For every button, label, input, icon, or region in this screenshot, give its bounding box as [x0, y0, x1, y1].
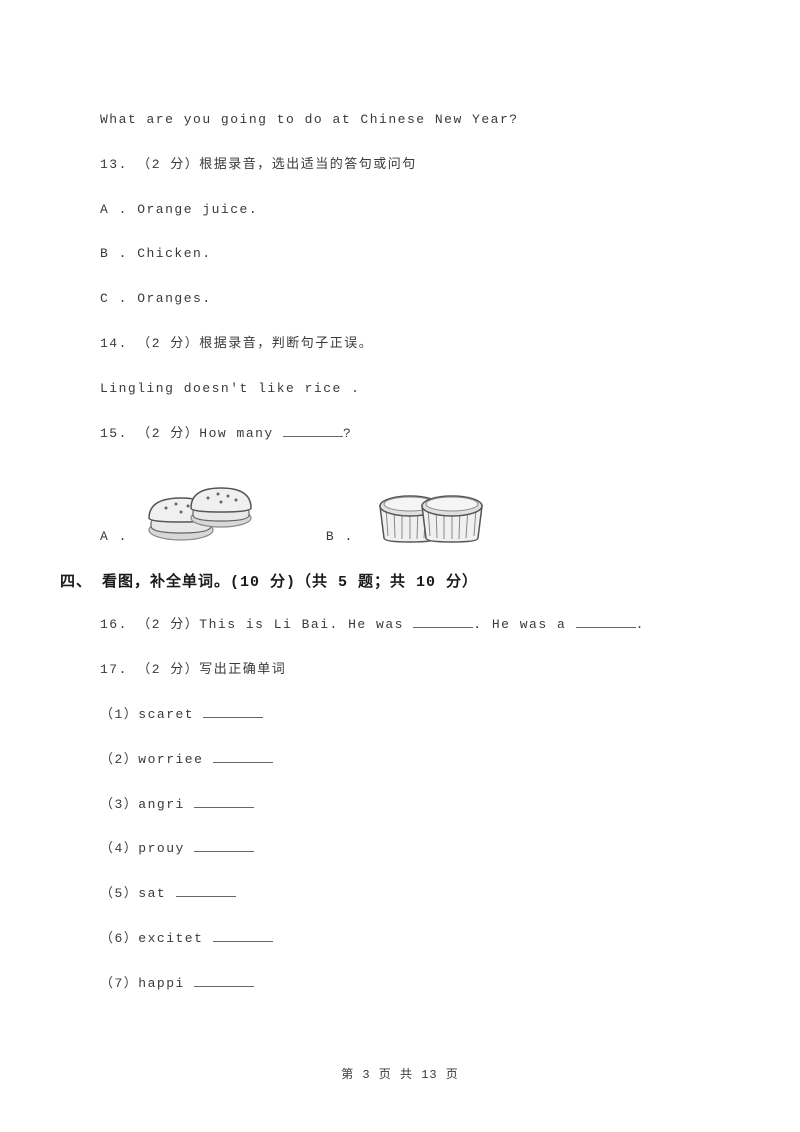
q15-image-choices: A . B .	[100, 468, 700, 546]
q13-option-a: A . Orange juice.	[100, 200, 700, 221]
page-footer: 第 3 页 共 13 页	[0, 1065, 800, 1082]
q16-text: 16. （2 分）This is Li Bai. He was . He was…	[100, 615, 700, 636]
q17-item-3-text: （3）angri	[100, 797, 194, 812]
q15-label-a: A .	[100, 529, 128, 546]
q17-blank-3[interactable]	[194, 795, 254, 808]
q17-item-5-text: （5）sat	[100, 886, 176, 901]
q15-choice-a[interactable]: A .	[100, 468, 266, 546]
q15-choice-b[interactable]: B .	[326, 468, 492, 546]
q15-label-b: B .	[326, 529, 354, 546]
q17-item-1-text: （1）scaret	[100, 707, 203, 722]
q16-blank-2[interactable]	[576, 615, 636, 628]
q13-option-c: C . Oranges.	[100, 289, 700, 310]
q17-blank-4[interactable]	[194, 839, 254, 852]
q14-header: 14. （2 分）根据录音，判断句子正误。	[100, 334, 700, 355]
q17-item-4: （4）prouy	[100, 839, 700, 860]
q17-header: 17. （2 分）写出正确单词	[100, 660, 700, 681]
q17-item-6: （6）excitet	[100, 929, 700, 950]
q17-item-6-text: （6）excitet	[100, 931, 213, 946]
q17-blank-1[interactable]	[203, 705, 263, 718]
q17-item-2-text: （2）worriee	[100, 752, 213, 767]
q17-item-2: （2）worriee	[100, 750, 700, 771]
q15-blank[interactable]	[283, 424, 343, 437]
hamburgers-icon	[136, 468, 266, 546]
q17-item-5: （5）sat	[100, 884, 700, 905]
q15-header-post: ?	[343, 426, 352, 441]
q14-text: Lingling doesn't like rice .	[100, 379, 700, 400]
intro-question: What are you going to do at Chinese New …	[100, 110, 700, 131]
q13-header: 13. （2 分）根据录音，选出适当的答句或问句	[100, 155, 700, 176]
q17-blank-2[interactable]	[213, 750, 273, 763]
section-4-title: 四、 看图，补全单词。(10 分)（共 5 题；共 10 分）	[60, 570, 700, 591]
q15-header: 15. （2 分）How many ?	[100, 424, 700, 445]
q17-item-4-text: （4）prouy	[100, 841, 194, 856]
cupcakes-icon	[362, 468, 492, 546]
q16-pre1: 16. （2 分）This is Li Bai. He was	[100, 617, 413, 632]
q17-blank-5[interactable]	[176, 884, 236, 897]
q17-item-1: （1）scaret	[100, 705, 700, 726]
q17-blank-7[interactable]	[194, 974, 254, 987]
q13-option-b: B . Chicken.	[100, 244, 700, 265]
q17-blank-6[interactable]	[213, 929, 273, 942]
q15-header-pre: 15. （2 分）How many	[100, 426, 283, 441]
q17-item-3: （3）angri	[100, 795, 700, 816]
q16-blank-1[interactable]	[413, 615, 473, 628]
q16-mid: . He was a	[473, 617, 575, 632]
q17-item-7: （7）happi	[100, 974, 700, 995]
q16-post: .	[636, 617, 645, 632]
q17-item-7-text: （7）happi	[100, 976, 194, 991]
